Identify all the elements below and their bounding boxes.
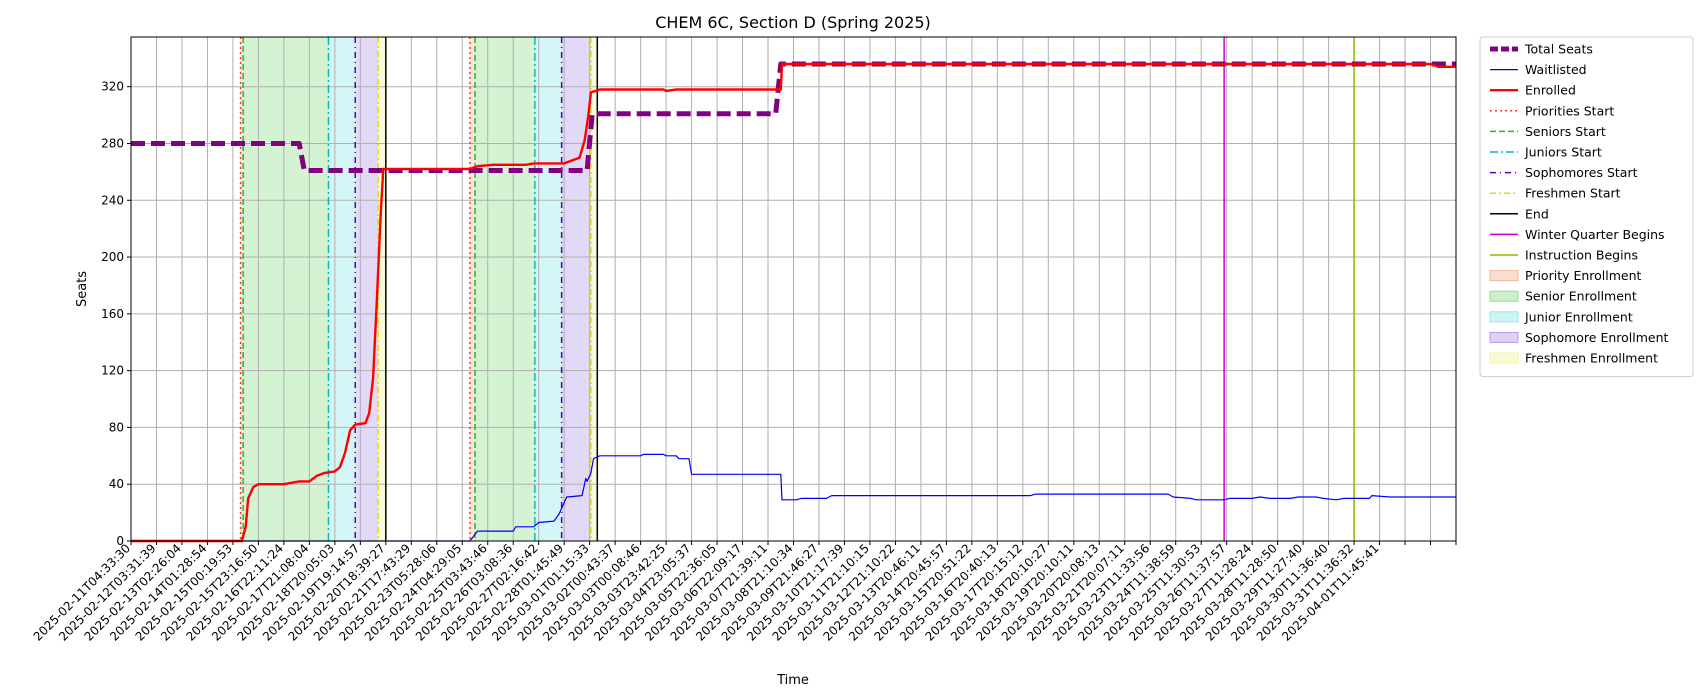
- band-freshmen-enrollment: [378, 37, 386, 541]
- legend-label: Freshmen Enrollment: [1525, 351, 1658, 366]
- legend-swatch: [1489, 270, 1519, 282]
- y-tick-label: 280: [101, 136, 124, 150]
- y-tick-label: 0: [116, 534, 124, 548]
- y-tick-label: 240: [101, 193, 124, 207]
- legend-label: Enrolled: [1525, 83, 1576, 98]
- y-tick-label: 120: [101, 364, 124, 378]
- y-axis: 0 40 80 120 160 200 240 280 320: [101, 80, 131, 548]
- legend-label: Senior Enrollment: [1525, 289, 1637, 304]
- legend-label: Seniors Start: [1525, 124, 1606, 139]
- legend-swatch: [1489, 311, 1519, 323]
- band-priority-enrollment: [240, 37, 244, 541]
- legend: Total Seats Waitlisted Enrolled Priorities …: [1479, 36, 1694, 378]
- band-senior-enrollment: [474, 37, 535, 541]
- band-sophomore-enrollment: [355, 37, 379, 541]
- x-axis: 2025-02-11T04:33:302025-02-12T03:31:3920…: [31, 541, 1457, 644]
- series-waitlisted: [131, 453, 1456, 542]
- band-junior-enrollment: [328, 37, 356, 541]
- legend-label: Total Seats: [1524, 42, 1593, 57]
- phase-markers: [239, 37, 1355, 541]
- legend-label: End: [1525, 206, 1549, 221]
- legend-frame: [1479, 36, 1694, 378]
- legend-label: Junior Enrollment: [1524, 309, 1633, 324]
- chart-title: CHEM 6C, Section D (Spring 2025): [655, 13, 931, 32]
- legend-label: Freshmen Start: [1525, 186, 1621, 201]
- y-axis-label: Seats: [75, 271, 90, 307]
- y-tick-label: 80: [109, 420, 124, 434]
- data-series: [131, 61, 1456, 543]
- legend-swatch: [1489, 290, 1519, 302]
- legend-label: Juniors Start: [1524, 145, 1602, 160]
- y-tick-label: 40: [109, 477, 124, 491]
- legend-label: Sophomores Start: [1525, 165, 1638, 180]
- y-tick-label: 320: [101, 80, 124, 94]
- legend-swatch: [1489, 352, 1519, 364]
- band-freshmen-enrollment: [590, 37, 598, 541]
- band-priority-enrollment: [469, 37, 475, 541]
- band-junior-enrollment: [534, 37, 562, 541]
- y-tick-label: 200: [101, 250, 124, 264]
- legend-swatch: [1489, 331, 1519, 343]
- band-senior-enrollment: [243, 37, 329, 541]
- legend-label: Waitlisted: [1525, 62, 1587, 77]
- series-total-seats: [131, 61, 1456, 173]
- legend-label: Winter Quarter Begins: [1525, 227, 1665, 242]
- legend-label: Sophomore Enrollment: [1525, 330, 1669, 345]
- legend-label: Instruction Begins: [1525, 248, 1638, 263]
- phase-bands: [240, 37, 598, 541]
- x-axis-label: Time: [776, 673, 809, 688]
- legend-label: Priorities Start: [1525, 103, 1614, 118]
- series-enrolled: [131, 62, 1456, 543]
- y-tick-label: 160: [101, 307, 124, 321]
- band-sophomore-enrollment: [561, 37, 591, 541]
- legend-label: Priority Enrollment: [1525, 268, 1642, 283]
